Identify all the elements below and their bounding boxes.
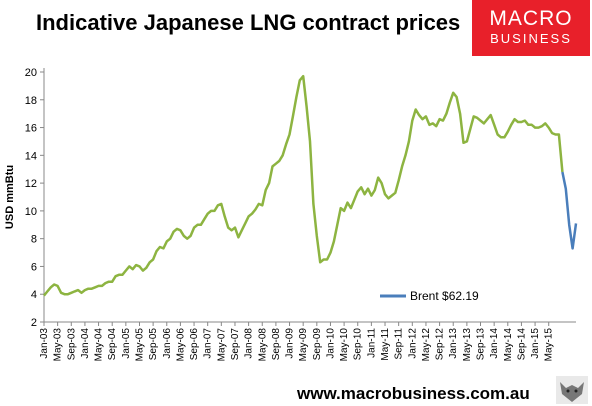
y-tick-label: 2: [31, 317, 37, 329]
x-tick-label: Sep-10: [353, 328, 364, 361]
x-tick-label: Sep-05: [148, 328, 159, 361]
x-tick-label: May-10: [339, 328, 350, 362]
y-tick-label: 18: [25, 95, 37, 107]
x-tick-label: Jan-13: [448, 328, 459, 359]
x-tick-label: Jan-04: [80, 328, 91, 359]
x-tick-label: May-11: [380, 328, 391, 361]
y-tick-label: 10: [25, 206, 37, 218]
x-tick-label: Jan-15: [530, 328, 541, 359]
x-tick-label: Sep-12: [435, 328, 446, 361]
x-tick-label: Sep-07: [230, 328, 241, 361]
y-tick-label: 14: [25, 150, 37, 162]
x-tick-label: May-15: [544, 328, 555, 362]
x-tick-label: Sep-14: [516, 328, 527, 361]
legend: Brent $62.19: [380, 289, 479, 303]
y-tick-label: 12: [25, 178, 37, 190]
x-tick-label: May-07: [216, 328, 227, 362]
footer-url: www.macrobusiness.com.au: [297, 384, 530, 403]
x-tick-label: May-04: [94, 328, 105, 362]
x-tick-label: Sep-13: [476, 328, 487, 361]
y-axis-label: USD mmBtu: [4, 165, 16, 229]
legend-label: Brent $62.19: [410, 289, 479, 303]
x-tick-label: May-12: [421, 328, 432, 362]
x-tick-label: Jan-03: [39, 328, 50, 359]
x-tick-label: May-03: [53, 328, 64, 362]
y-tick-label: 20: [25, 67, 37, 79]
y-tick-label: 6: [31, 261, 37, 273]
x-tick-label: May-08: [257, 328, 268, 362]
x-tick-label: Sep-08: [271, 328, 282, 361]
logo-line1: MACRO: [489, 7, 573, 30]
y-tick-label: 4: [31, 289, 37, 301]
x-tick-label: Jan-14: [489, 328, 500, 359]
x-tick-label: Jan-09: [285, 328, 296, 359]
x-tick-label: Jan-10: [325, 328, 336, 359]
macrobusiness-logo: MACRO BUSINESS: [472, 0, 590, 56]
x-tick-label: May-06: [175, 328, 186, 362]
y-axis: 2 4 6 8 10 12 14 16 18 20 USD mmBtu: [4, 67, 45, 329]
x-tick-label: Sep-06: [189, 328, 200, 361]
x-tick-label: Sep-04: [107, 328, 118, 361]
y-tick-label: 8: [31, 234, 37, 246]
x-tick-label: Jan-12: [407, 328, 418, 359]
chart-title: Indicative Japanese LNG contract prices: [36, 10, 461, 35]
x-tick-label: Sep-03: [66, 328, 77, 361]
series-lines: [43, 74, 578, 297]
x-tick-label: Sep-11: [394, 328, 405, 360]
x-tick-label: Jan-05: [121, 328, 132, 359]
x-tick-label: Jan-07: [203, 328, 214, 359]
x-tick-label: May-09: [298, 328, 309, 362]
x-tick-label: May-05: [134, 328, 145, 362]
x-tick-label: Jan-08: [244, 328, 255, 359]
x-axis: Jan-03 May-03 Sep-03 Jan-04 May-04 Sep-04 Jan-…: [39, 321, 576, 362]
x-tick-label: May-13: [462, 328, 473, 362]
brent-line: [561, 171, 578, 250]
x-tick-label: May-14: [503, 328, 514, 362]
x-tick-label: Sep-09: [312, 328, 323, 361]
wolf-icon: [556, 376, 588, 404]
lng-price-line: [43, 74, 564, 297]
logo-line2: BUSINESS: [490, 31, 572, 46]
x-tick-label: Jan-06: [162, 328, 173, 359]
x-tick-label: Jan-11: [366, 328, 377, 358]
y-tick-label: 16: [25, 123, 37, 135]
